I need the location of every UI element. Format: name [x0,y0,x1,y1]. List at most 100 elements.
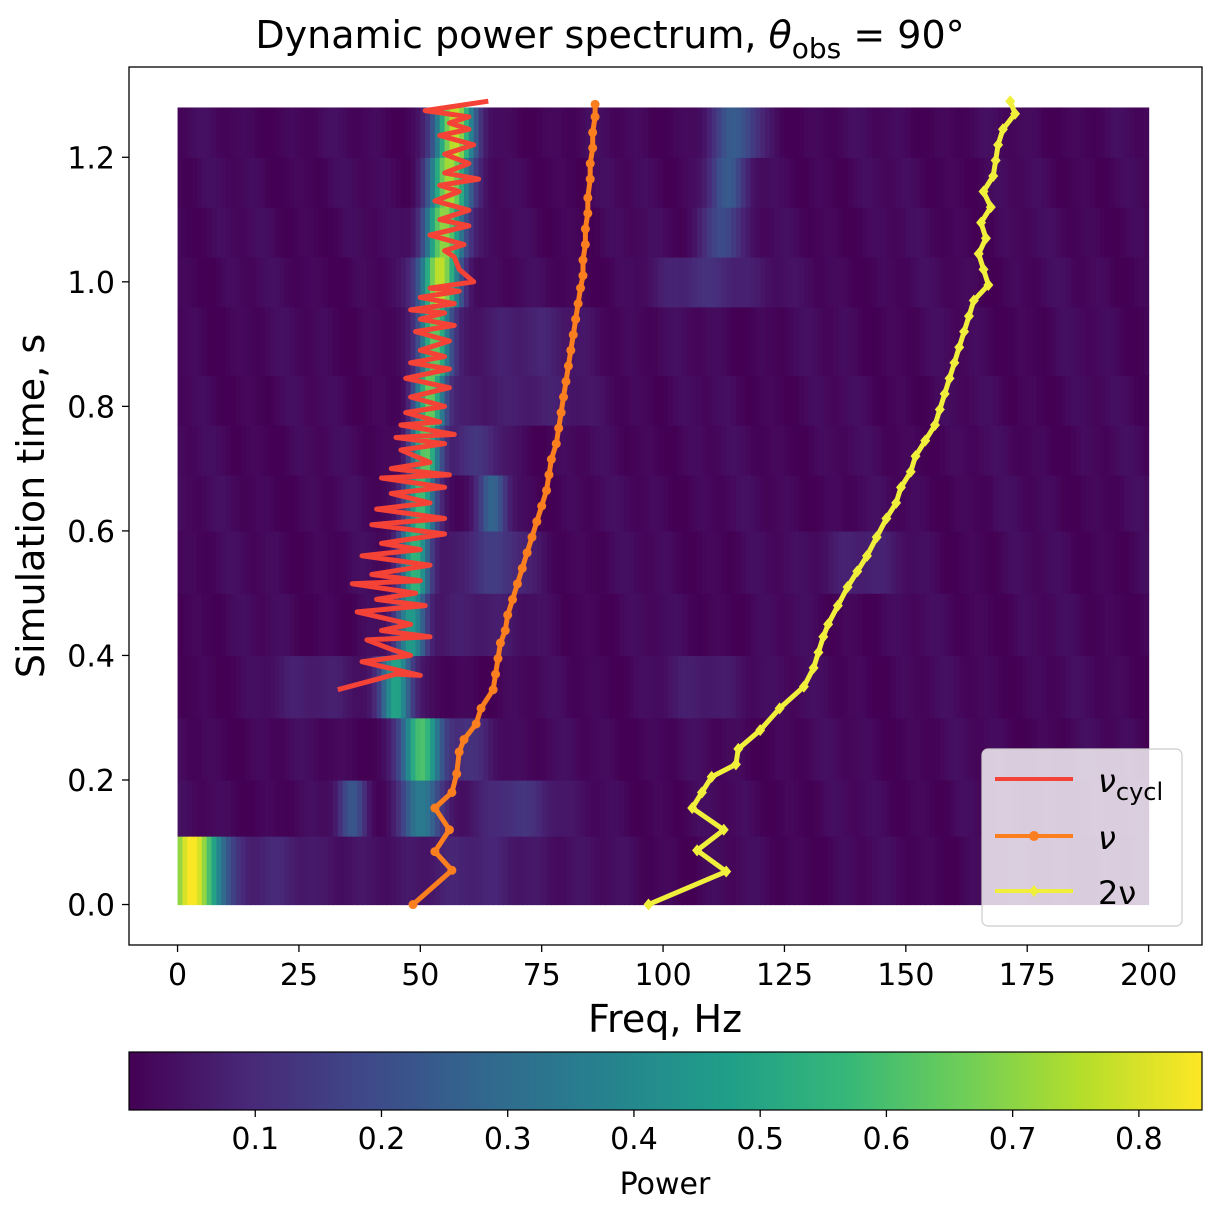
heatmap-cell [313,655,319,719]
heatmap-cell [1070,474,1077,532]
heatmap-cell [658,207,664,258]
legend-label-nu: ν [1098,819,1116,857]
heatmap-cell [803,836,810,906]
heatmap-cell [182,207,188,258]
heatmap-cell [779,425,786,476]
heatmap-cell [284,474,290,532]
heatmap-cell [852,425,858,476]
heatmap-cell [245,425,251,476]
heatmap-cell [930,157,936,208]
heatmap-cell [871,593,878,657]
heatmap-cell [954,107,960,158]
heatmap-cell [1056,207,1062,258]
heatmap-cell [968,157,975,208]
heatmap-cell [405,207,412,258]
heatmap-cell [769,717,776,781]
heatmap-cell [488,836,494,906]
heatmap-cell [939,474,946,532]
heatmap-cell [774,836,781,906]
heatmap-cell [192,256,198,308]
heatmap-cell [565,836,572,906]
heatmap-cell [663,474,669,532]
heatmap-cell [968,836,975,906]
heatmap-cell [468,375,475,426]
heatmap-cell [430,375,436,426]
heatmap-cell [1027,107,1033,158]
heatmap-cell [934,655,941,719]
heatmap-cell [886,157,892,208]
heatmap-cell [478,530,485,594]
heatmap-cell [1075,655,1082,719]
heatmap-cell [201,375,208,426]
heatmap-cell [255,107,261,158]
heatmap-cell [1134,375,1140,426]
heatmap-cell [735,425,742,476]
heatmap-cell [862,207,868,258]
heatmap-cell [619,717,625,781]
heatmap-cell [245,530,251,594]
heatmap-cell [1041,593,1048,657]
heatmap-cell [352,717,358,781]
heatmap-cell [968,375,975,426]
heatmap-cell [968,207,975,258]
heatmap-cell [250,530,256,594]
heatmap-cell [250,375,256,426]
heatmap-cell [896,717,902,781]
heatmap-cell [881,530,888,594]
heatmap-cell [818,779,824,837]
heatmap-cell [1100,474,1106,532]
series-point-2nu [692,844,703,857]
heatmap-cell [643,474,650,532]
heatmap-cell [1134,474,1140,532]
heatmap-cell [425,425,431,476]
heatmap-cell [876,375,883,426]
heatmap-cell [1061,306,1067,376]
heatmap-cell [1075,474,1082,532]
heatmap-cell [488,207,494,258]
heatmap-cell [716,779,722,837]
heatmap-cell [1129,306,1135,376]
heatmap-cell [551,779,557,837]
heatmap-cell [177,593,184,657]
heatmap-cell [400,375,407,426]
heatmap-cell [930,474,936,532]
heatmap-cell [905,107,912,158]
heatmap-cell [459,593,465,657]
heatmap-cell [949,306,955,376]
heatmap-cell [264,375,271,426]
heatmap-cell [1124,157,1130,208]
series-point-nu [588,143,598,153]
heatmap-cell [478,779,485,837]
heatmap-cell [619,836,625,906]
series-point-2nu [905,465,916,478]
heatmap-cell [784,655,790,719]
heatmap-cell [303,306,310,376]
heatmap-cell [502,779,509,837]
heatmap-cell [871,306,878,376]
heatmap-cell [866,717,873,781]
heatmap-cell [716,717,722,781]
heatmap-cell [711,836,718,906]
heatmap-cell [483,107,489,158]
heatmap-cell [1104,207,1111,258]
heatmap-cell [357,375,363,426]
heatmap-cell [871,157,878,208]
heatmap-cell [464,593,470,657]
heatmap-cell [1061,157,1067,208]
heatmap-cell [454,306,460,376]
heatmap-cell [643,375,650,426]
heatmap-cell [221,717,227,781]
heatmap-cell [274,474,281,532]
heatmap-cell [760,425,766,476]
heatmap-cell [449,375,455,426]
heatmap-cell [663,207,669,258]
heatmap-cell [498,779,504,837]
heatmap-cell [609,474,616,532]
heatmap-cell [269,593,276,657]
heatmap-cell [687,593,693,657]
heatmap-cell [1114,593,1121,657]
heatmap-cell [701,530,708,594]
heatmap-cell [774,655,781,719]
heatmap-cell [376,836,383,906]
heatmap-cell [765,593,771,657]
